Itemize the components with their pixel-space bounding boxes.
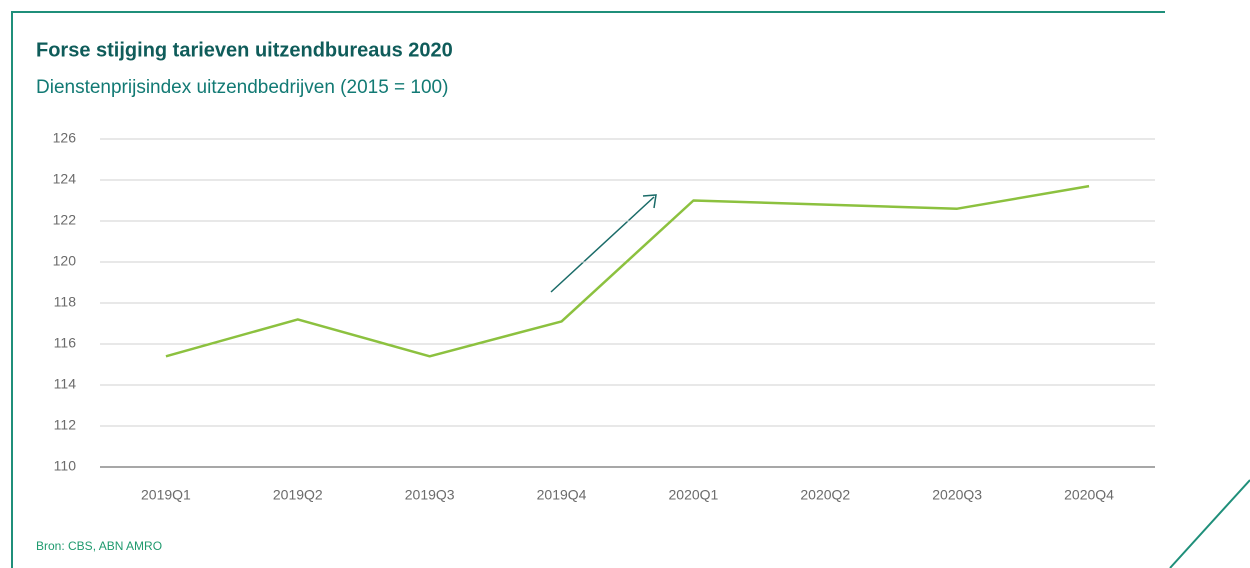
y-tick-label: 120: [53, 253, 77, 269]
x-tick-label: 2020Q2: [800, 487, 850, 503]
y-tick-label: 122: [53, 212, 77, 228]
y-tick-label: 114: [54, 376, 77, 392]
chart-title: Forse stijging tarieven uitzendbureaus 2…: [36, 39, 453, 61]
chart-subtitle: Dienstenprijsindex uitzendbedrijven (201…: [36, 77, 448, 98]
x-tick-label: 2020Q1: [669, 487, 719, 503]
y-tick-label: 126: [53, 130, 77, 146]
x-tick-label: 2019Q2: [273, 487, 323, 503]
frame: [11, 11, 1165, 568]
y-tick-label: 116: [54, 335, 77, 351]
y-tick-label: 118: [54, 294, 77, 310]
source: Bron: CBS, ABN AMRO: [36, 539, 162, 553]
y-tick-label: 112: [54, 417, 77, 433]
x-tick-label: 2020Q4: [1064, 487, 1114, 503]
x-tick-label: 2020Q3: [932, 487, 982, 503]
arrow: [550, 194, 657, 293]
y-tick-label: 124: [53, 171, 77, 187]
x-tick-label: 2019Q3: [405, 487, 455, 503]
x-tick-label: 2019Q1: [141, 487, 191, 503]
data-line: [165, 184, 1090, 358]
x-tick-label: 2019Q4: [537, 487, 587, 503]
y-tick-label: 110: [54, 458, 77, 474]
frame-corner: [1169, 479, 1250, 568]
